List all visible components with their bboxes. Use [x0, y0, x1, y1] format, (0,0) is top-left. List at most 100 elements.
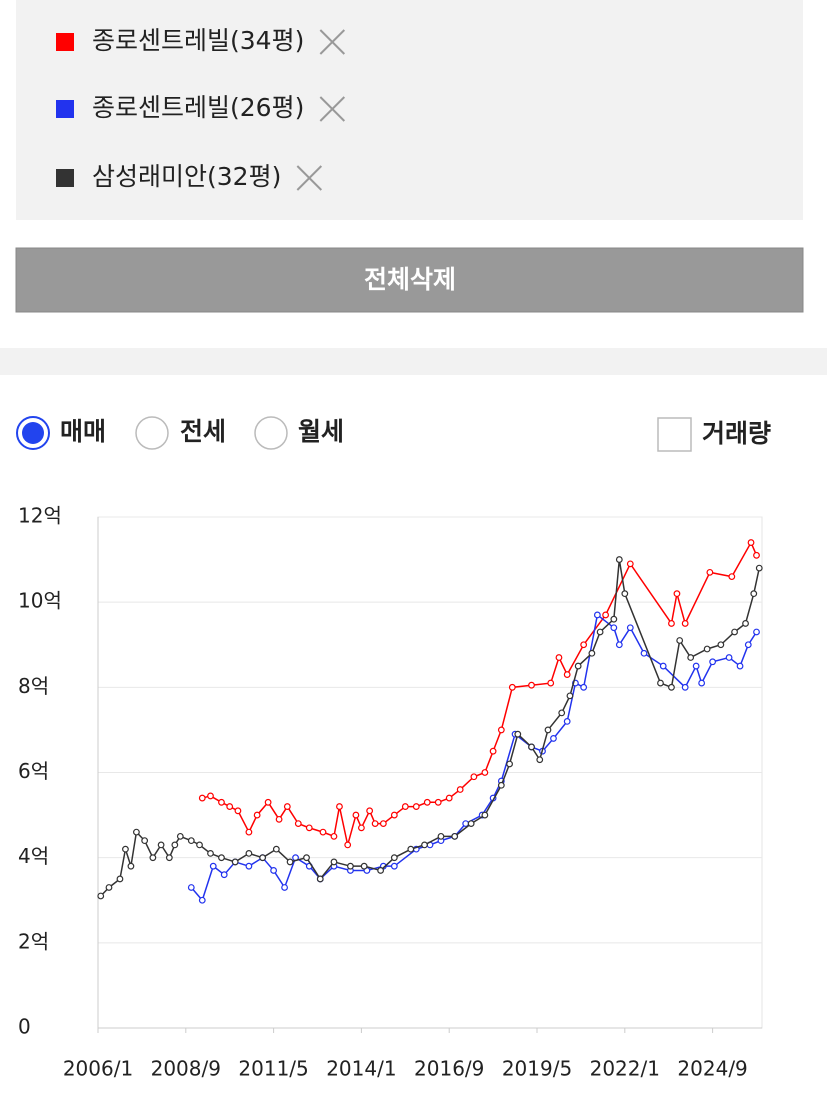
- data-point: [550, 735, 557, 742]
- data-point: [547, 679, 555, 687]
- data-point: [755, 564, 763, 572]
- data-point: [481, 769, 489, 776]
- data-point: [176, 832, 184, 840]
- tab-label[interactable]: 월세: [298, 417, 344, 446]
- data-point: [407, 845, 415, 853]
- data-point: [390, 862, 398, 870]
- y-tick-label: 6억: [18, 759, 49, 783]
- remove-icon[interactable]: [319, 96, 346, 122]
- checkbox-label[interactable]: 거래량: [702, 419, 771, 448]
- data-point: [218, 798, 225, 806]
- y-tick-label: 0: [18, 1015, 31, 1039]
- remove-icon[interactable]: [319, 29, 346, 55]
- remove-stroke: [296, 165, 323, 191]
- legend-swatch: [56, 169, 74, 187]
- data-point: [259, 854, 267, 862]
- legend-label: 종로센트레빌(26평): [92, 93, 304, 122]
- data-point: [187, 884, 195, 891]
- data-point: [497, 726, 505, 734]
- data-point: [157, 841, 165, 849]
- data-point: [698, 679, 706, 687]
- data-point: [451, 832, 459, 840]
- data-point: [165, 854, 173, 862]
- data-point: [681, 620, 689, 627]
- data-point: [371, 820, 379, 827]
- data-point: [514, 730, 522, 738]
- data-point: [286, 858, 294, 866]
- data-point: [390, 854, 398, 862]
- data-point: [640, 649, 648, 657]
- data-point: [377, 867, 385, 874]
- data-point: [731, 628, 738, 636]
- tab-label[interactable]: 전세: [180, 417, 226, 446]
- data-point: [610, 624, 618, 632]
- data-point: [97, 892, 105, 900]
- x-tick-label: 2008/9: [151, 1057, 221, 1081]
- clear-button[interactable]: [15, 247, 804, 313]
- data-point: [220, 871, 228, 879]
- data-point: [563, 718, 571, 725]
- data-point: [253, 811, 261, 819]
- data-point: [563, 671, 571, 678]
- data-point: [676, 637, 684, 644]
- data-point: [245, 828, 253, 836]
- data-point: [574, 662, 582, 670]
- checkbox[interactable]: [657, 417, 692, 452]
- data-point: [703, 645, 711, 653]
- data-point: [580, 683, 588, 691]
- data-point: [122, 845, 129, 853]
- series-line: [190, 613, 758, 902]
- data-point: [305, 824, 313, 832]
- data-point: [481, 811, 489, 819]
- data-point: [744, 641, 752, 649]
- data-point: [467, 820, 475, 827]
- remove-icon[interactable]: [296, 165, 323, 191]
- data-point: [366, 807, 374, 815]
- data-point: [544, 726, 552, 734]
- data-point: [536, 756, 544, 764]
- clear-button-label[interactable]: 전체삭제: [364, 265, 456, 294]
- remove-stroke: [319, 29, 346, 55]
- radio-dot: [22, 422, 44, 444]
- data-point: [709, 658, 717, 666]
- data-point: [736, 662, 744, 670]
- data-point: [209, 862, 217, 870]
- y-tick-label: 2억: [18, 929, 49, 953]
- legend: 종로센트레빌(34평) 종로센트레빌(26평) 삼성래미안(32평): [56, 26, 346, 191]
- data-point: [198, 896, 206, 904]
- data-point: [270, 867, 278, 874]
- series-line: [100, 559, 760, 897]
- data-point: [272, 845, 280, 853]
- data-point: [421, 841, 428, 849]
- data-point: [294, 820, 302, 827]
- data-point: [717, 641, 725, 649]
- data-point: [218, 854, 225, 862]
- data-point: [750, 590, 758, 598]
- data-point: [470, 773, 478, 781]
- data-point: [434, 798, 442, 806]
- data-point: [171, 841, 179, 849]
- data-point: [528, 681, 535, 689]
- data-point: [506, 760, 513, 768]
- separator: [0, 348, 827, 375]
- data-point: [489, 747, 497, 755]
- data-point: [347, 862, 354, 870]
- data-point: [687, 654, 695, 661]
- data-point: [141, 837, 149, 845]
- x-tick-label: 2016/9: [414, 1057, 484, 1081]
- radio[interactable]: [254, 416, 288, 450]
- data-point: [602, 611, 610, 619]
- data-point: [437, 832, 445, 840]
- data-point: [344, 841, 352, 849]
- data-point: [127, 862, 135, 870]
- legend-label: 삼성래미안(32평): [92, 162, 281, 191]
- data-point: [196, 841, 203, 849]
- tab-label[interactable]: 매매: [60, 417, 106, 446]
- legend-swatch: [56, 100, 74, 118]
- data-point: [275, 815, 283, 823]
- data-point: [725, 654, 733, 661]
- radio[interactable]: [135, 416, 169, 450]
- data-point: [198, 794, 206, 802]
